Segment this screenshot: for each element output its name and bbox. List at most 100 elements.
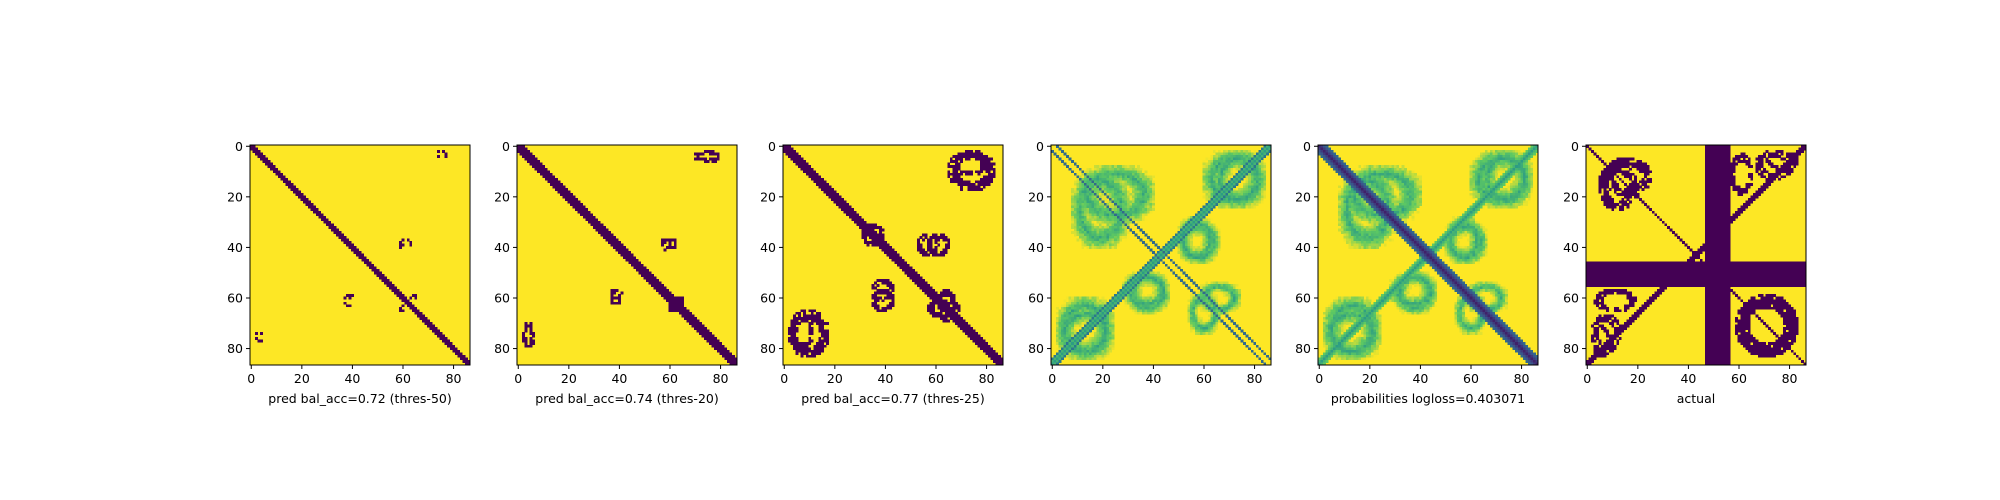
heatmap-cell	[1414, 180, 1417, 184]
heatmap-cell	[1139, 271, 1143, 275]
heatmap-cell	[1099, 246, 1102, 249]
heatmap-cell	[1114, 294, 1118, 298]
heatmap-cell	[1187, 228, 1191, 232]
heatmap-cell	[1230, 296, 1234, 300]
heatmap-cell	[1119, 291, 1123, 295]
heatmap-cell	[1411, 193, 1415, 196]
heatmap-cell	[1142, 271, 1145, 275]
heatmap-cell	[1520, 157, 1524, 161]
heatmap-cell	[1124, 289, 1128, 292]
heatmap-cell	[1205, 258, 1209, 262]
heatmap-cell	[1083, 354, 1087, 358]
heatmap-cell	[1149, 296, 1153, 300]
heatmap-cell	[1345, 218, 1349, 222]
heatmap-cell	[1076, 193, 1080, 196]
heatmap-cell	[1245, 195, 1249, 199]
heatmap-cell	[1061, 354, 1064, 358]
heatmap-cell	[1109, 347, 1112, 351]
heatmap-cell	[1215, 289, 1219, 292]
heatmap-cell	[1250, 193, 1254, 196]
heatmap-cell	[1388, 172, 1392, 176]
heatmap-cell	[1088, 296, 1092, 300]
heatmap-cell	[270, 167, 279, 171]
heatmap-cell	[1096, 349, 1100, 353]
heatmap-cell	[1147, 177, 1150, 181]
heatmap-cell	[1114, 170, 1118, 174]
heatmap-cell	[1401, 165, 1405, 169]
heatmap-cell	[1174, 241, 1178, 244]
heatmap-cell	[292, 190, 301, 194]
heatmap-cell	[1495, 190, 1498, 194]
heatmap-cell	[1255, 170, 1259, 174]
heatmap-cell	[1131, 182, 1135, 186]
heatmap-cell	[1111, 203, 1115, 206]
heatmap-cell	[298, 195, 306, 199]
heatmap-cell	[1489, 175, 1493, 179]
heatmap-cell	[1210, 324, 1214, 328]
heatmap-cell	[1088, 349, 1092, 353]
heatmap-cell	[1111, 195, 1115, 199]
heatmap-cell	[658, 291, 672, 295]
heatmap-cell	[1071, 344, 1075, 348]
heatmap-cell	[1116, 172, 1120, 176]
heatmap-cell	[1260, 185, 1264, 189]
heatmap-cell	[1243, 195, 1247, 199]
heatmap-cell	[1200, 243, 1204, 247]
heatmap-cell	[1378, 175, 1382, 179]
heatmap-cell	[1414, 190, 1417, 194]
heatmap-cell	[949, 157, 953, 161]
heatmap-cell	[1187, 261, 1191, 265]
heatmap-cell	[1088, 200, 1092, 204]
heatmap-cell	[1129, 301, 1133, 305]
heatmap-cell	[1515, 160, 1519, 163]
heatmap-cell	[1495, 167, 1498, 171]
heatmap-cell	[1091, 342, 1095, 346]
heatmap-cell	[1230, 180, 1234, 184]
heatmap-cell	[1073, 311, 1077, 315]
heatmap-cell	[1131, 220, 1135, 224]
heatmap-cell	[1220, 291, 1224, 295]
heatmap-cell	[1507, 185, 1511, 189]
heatmap-cell	[1061, 357, 1064, 361]
heatmap-cell	[432, 329, 440, 333]
heatmap-cell	[1403, 172, 1407, 176]
heatmap-cell	[1469, 170, 1473, 174]
heatmap-cell	[1363, 190, 1367, 194]
heatmap-cell	[1076, 223, 1080, 227]
y-tick-label: 0	[1036, 139, 1044, 154]
heatmap-cell	[1162, 306, 1166, 310]
heatmap-cell	[1381, 190, 1385, 194]
heatmap-cell	[1154, 263, 1158, 267]
heatmap-cell	[975, 157, 994, 161]
heatmap-cell	[793, 344, 809, 348]
heatmap-cell	[1182, 225, 1186, 229]
heatmap-cell	[1058, 359, 1062, 363]
heatmap-cell	[1159, 273, 1163, 277]
heatmap-cell	[351, 248, 360, 252]
heatmap-cell	[1147, 246, 1150, 249]
heatmap-cell	[1373, 203, 1377, 206]
heatmap-cell	[1366, 203, 1369, 206]
heatmap-cell	[1114, 246, 1118, 249]
heatmap-cell	[1233, 152, 1236, 156]
heatmap-cell	[1083, 218, 1087, 222]
heatmap-cell	[1220, 289, 1224, 292]
heatmap-cell	[1338, 218, 1342, 222]
heatmap-cell	[1222, 157, 1226, 161]
heatmap-cell	[1510, 165, 1514, 169]
heatmap-cell	[1345, 167, 1349, 171]
heatmap-cell	[1212, 329, 1216, 333]
heatmap-cell	[1202, 256, 1206, 260]
heatmap-cell	[1106, 329, 1110, 333]
heatmap-cell	[1083, 205, 1087, 209]
heatmap-cell	[1477, 160, 1481, 163]
heatmap-cell	[1159, 301, 1163, 305]
heatmap-cell	[1126, 177, 1130, 181]
heatmap-cell	[1086, 339, 1090, 343]
heatmap-cell	[1358, 218, 1362, 222]
heatmap-cell	[341, 238, 349, 242]
heatmap-cell	[949, 160, 958, 163]
heatmap-cell	[1088, 193, 1092, 196]
heatmap-cell	[1409, 175, 1412, 179]
heatmap-cell	[1119, 187, 1123, 191]
